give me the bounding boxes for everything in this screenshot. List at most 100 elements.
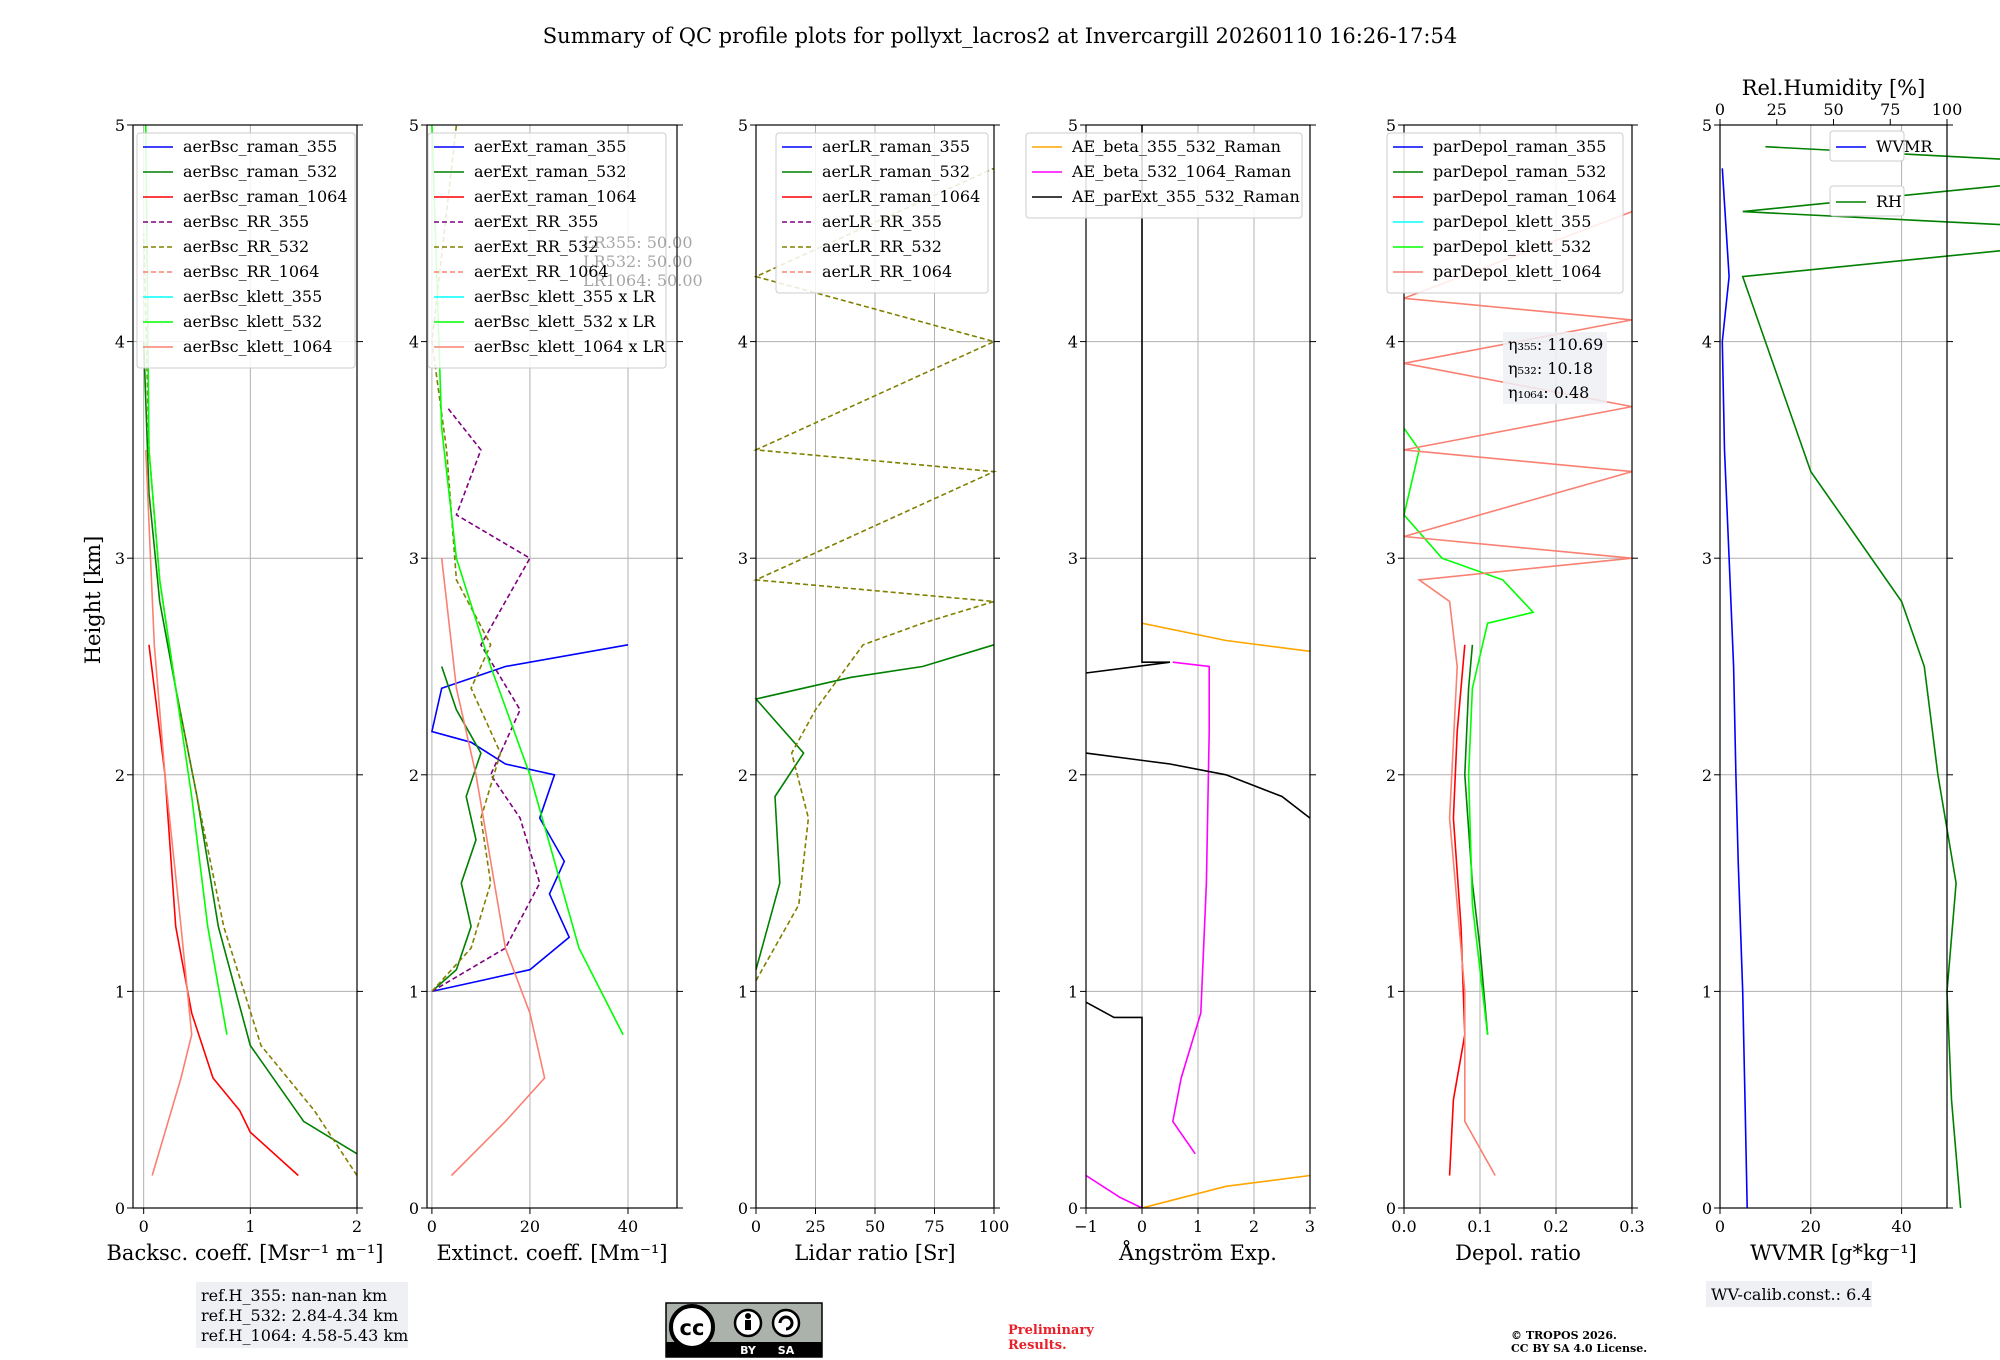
x-axis-label: Depol. ratio: [1455, 1241, 1581, 1265]
legend-label: parDepol_klett_1064: [1433, 262, 1602, 281]
legend: parDepol_raman_355 parDepol_raman_532 parD…: [1386, 132, 1624, 294]
series-line: [1085, 1001, 1143, 1208]
legend-label: aerBsc_klett_1064 x LR: [474, 337, 666, 356]
series-line: [1741, 145, 2000, 1209]
legend-box: [775, 132, 989, 294]
legend-label: aerLR_raman_355: [822, 137, 970, 156]
ref-h-1064: ref.H_1064: 4.58-5.43 km: [201, 1326, 408, 1345]
legend: aerLR_raman_355 aerLR_raman_532 aerLR_rama…: [775, 132, 989, 294]
y-tick-label: 3: [409, 549, 419, 568]
legend-box: [136, 132, 356, 369]
x-tick-label: 1: [1193, 1217, 1203, 1236]
axes-frame: [1403, 124, 1633, 1209]
series-line: [1085, 1174, 1143, 1209]
y-tick-label: 3: [738, 549, 748, 568]
series-line: [430, 644, 629, 993]
x-tick-label: 0.3: [1619, 1217, 1644, 1236]
y-tick-label: 1: [1386, 982, 1396, 1001]
cc-logo-text: cc: [680, 1316, 705, 1340]
legend-box: [427, 132, 667, 369]
x-tick-label: 20: [520, 1217, 540, 1236]
legend: aerExt_raman_355 aerExt_raman_532 aerExt_r…: [427, 132, 667, 369]
x-tick-label: 75: [924, 1217, 944, 1236]
series-line: [1085, 125, 1171, 674]
eta-value: η₃₅₅: 110.69: [1508, 335, 1603, 354]
legend-label: aerExt_raman_1064: [474, 187, 637, 206]
y-axis-label: Height [km]: [81, 536, 105, 665]
preliminary-line-2: Results.: [1008, 1338, 1067, 1353]
series-line: [1403, 427, 1535, 1035]
x-tick-label: 0.1: [1467, 1217, 1492, 1236]
y-tick-label: 2: [115, 766, 125, 785]
eta-box: η₃₅₅: 110.69 η₅₃₂: 10.18 η₁₀₆₄: 0.48: [1503, 332, 1607, 404]
y-tick-label: 2: [1386, 766, 1396, 785]
legend-label: aerBsc_RR_532: [183, 237, 309, 256]
legend-label: aerLR_raman_1064: [822, 187, 980, 206]
legend: WVMR RH: [1829, 130, 1933, 217]
series-line: [754, 644, 995, 970]
wv-calib-box: WV-calib.const.: 6.4: [1706, 1281, 1872, 1307]
lr-value: LR1064: 50.00: [583, 271, 703, 290]
sa-share-icon: [771, 1308, 801, 1338]
y-tick-label: 3: [1386, 549, 1396, 568]
x-tick-label: 3: [1305, 1217, 1315, 1236]
y-tick-label: 1: [409, 982, 419, 1001]
y-tick-label: 1: [1702, 982, 1712, 1001]
x-tick-label: −1: [1074, 1217, 1098, 1236]
x-tick-label: 40: [1891, 1217, 1911, 1236]
x-tick-label: 20: [1801, 1217, 1821, 1236]
x-tick-label: 100: [979, 1217, 1010, 1236]
legend-label: aerBsc_klett_532: [183, 312, 322, 331]
y-tick-label: 1: [1068, 982, 1078, 1001]
legend-label: AE_beta_532_1064_Raman: [1071, 162, 1291, 181]
y-tick-label: 0: [738, 1199, 748, 1218]
panel-6: 0 20 40 0 1 2 3 4 5 WVMR [g*kg⁻¹] 0 25 50 75 100 Rel.Hu…: [1702, 76, 2000, 1265]
figure-title: Summary of QC profile plots for pollyxt_…: [543, 24, 1457, 48]
y-tick-label: 3: [1702, 549, 1712, 568]
legend-label: aerExt_raman_355: [474, 137, 627, 156]
legend-label: aerExt_RR_1064: [474, 262, 609, 281]
x-axis-label: Extinct. coeff. [Mm⁻¹]: [436, 1241, 667, 1265]
series-line: [142, 233, 358, 1176]
y-tick-label: 2: [1702, 766, 1712, 785]
x-axis-label: WVMR [g*kg⁻¹]: [1750, 1241, 1917, 1265]
y-tick-label: 5: [115, 116, 125, 135]
top-tick-label: 75: [1880, 100, 1900, 119]
legend-label: RH: [1876, 192, 1902, 211]
legend-label: aerBsc_klett_355 x LR: [474, 287, 656, 306]
series-line: [431, 406, 541, 993]
panel-5: 0.0 0.1 0.2 0.3 0 1 2 3 4 5 Depol. ratio parDepol_r…: [1386, 116, 1645, 1265]
legend-label: parDepol_klett_532: [1433, 237, 1591, 256]
wv-calib-text: WV-calib.const.: 6.4: [1711, 1285, 1872, 1304]
legend-label: aerBsc_klett_1064: [183, 337, 332, 356]
legend-label: parDepol_raman_532: [1433, 162, 1606, 181]
y-tick-label: 0: [1702, 1199, 1712, 1218]
legend-label: parDepol_raman_355: [1433, 137, 1606, 156]
y-tick-label: 4: [1068, 333, 1078, 352]
top-tick-label: 50: [1823, 100, 1843, 119]
y-tick-label: 1: [738, 982, 748, 1001]
legend-label: aerBsc_RR_355: [183, 212, 309, 231]
by-label: BY: [740, 1344, 757, 1357]
y-tick-label: 0: [115, 1199, 125, 1218]
x-tick-label: 0.2: [1543, 1217, 1568, 1236]
series-line: [1721, 168, 1748, 1209]
ref-height-box: ref.H_355: nan-nan km ref.H_532: 2.84-4.…: [196, 1282, 408, 1348]
legend-label: aerLR_RR_355: [822, 212, 942, 231]
series-line: [148, 644, 299, 1177]
y-tick-label: 0: [1068, 1199, 1078, 1218]
x-tick-label: 0: [1715, 1217, 1725, 1236]
y-tick-label: 2: [1068, 766, 1078, 785]
series-line: [145, 124, 228, 1035]
y-tick-label: 5: [409, 116, 419, 135]
legend-label: aerExt_RR_355: [474, 212, 598, 231]
series-line: [1463, 644, 1489, 1035]
series-line: [1171, 661, 1210, 1155]
legend-box: [1829, 130, 1905, 162]
y-tick-label: 5: [1386, 116, 1396, 135]
cc-license-badge: cc BY SA: [665, 1302, 823, 1358]
panel-2: 0 20 40 0 1 2 3 4 5 Extinct. coeff. [Mm⁻¹] aerExt_…: [409, 116, 703, 1265]
x-tick-label: 2: [352, 1217, 362, 1236]
